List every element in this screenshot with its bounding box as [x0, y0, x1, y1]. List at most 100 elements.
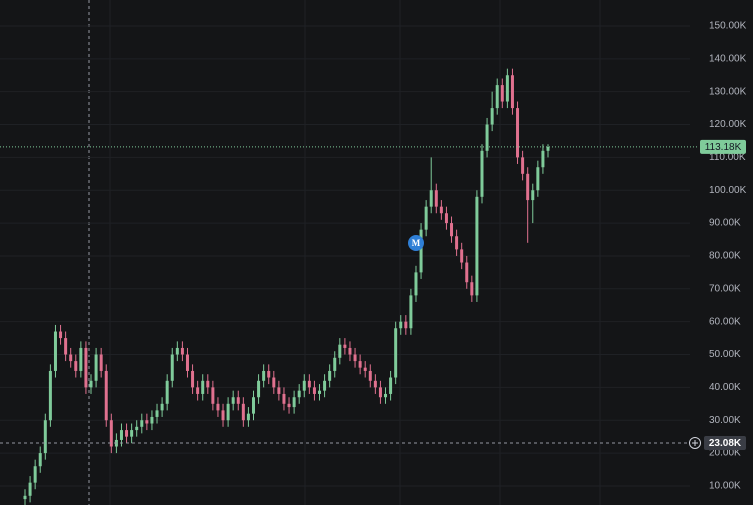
candle-body — [43, 420, 47, 454]
candle-body — [409, 295, 413, 329]
candle-body — [353, 354, 357, 362]
candle-body — [241, 403, 245, 421]
candle-body — [399, 321, 403, 329]
candle-body — [257, 380, 261, 398]
candle-body — [59, 331, 63, 339]
candle-body — [389, 377, 393, 394]
y-tick-label: 110.00K — [709, 152, 746, 163]
candle-body — [516, 108, 520, 158]
plot — [0, 25, 690, 505]
candle-body — [196, 387, 200, 394]
candle-body — [216, 403, 220, 411]
candle-body — [490, 108, 494, 125]
candle-body — [424, 206, 428, 230]
y-tick-label: 40.00K — [709, 382, 741, 393]
candle-body — [119, 430, 123, 440]
candle-body — [460, 249, 464, 263]
candle-body — [170, 354, 174, 381]
candle-body — [246, 413, 250, 421]
candle-body — [455, 236, 459, 250]
candle-body — [500, 85, 504, 102]
candle-body — [48, 370, 52, 421]
candle-body — [373, 380, 377, 388]
candle-body — [348, 347, 352, 355]
y-tick-label: 30.00K — [709, 415, 741, 426]
candle-body — [277, 387, 281, 394]
candle-body — [368, 370, 372, 381]
crosshair-plus — [689, 436, 701, 449]
candle-body — [505, 75, 509, 102]
candle-body — [251, 397, 255, 414]
candle-body — [429, 190, 433, 207]
candle-body — [307, 380, 311, 388]
candle-body — [201, 380, 205, 394]
marker-label[interactable]: M — [412, 238, 421, 248]
y-tick-label: 100.00K — [709, 185, 747, 196]
candle-body — [64, 338, 68, 355]
candle-body — [302, 380, 306, 391]
candle-body — [434, 190, 438, 207]
crosshair-plus-sign — [692, 439, 698, 446]
y-tick-label: 10.00K — [709, 481, 741, 492]
candle-body — [495, 85, 499, 109]
candle-body — [53, 331, 57, 371]
candle-body — [191, 370, 195, 388]
candle-body — [231, 397, 235, 404]
candle-body — [236, 397, 240, 404]
candle-body — [175, 347, 179, 355]
candle-body — [384, 393, 388, 398]
candle-body — [282, 393, 286, 404]
marker-badge[interactable] — [408, 235, 424, 251]
candle-body — [33, 466, 37, 483]
candle-body — [465, 262, 469, 283]
candle-body — [521, 157, 525, 174]
y-tick-label: 70.00K — [709, 283, 741, 294]
candle-body — [510, 75, 514, 109]
crosshair-box — [704, 435, 746, 450]
candle-body — [536, 167, 540, 191]
candle-body — [185, 354, 189, 371]
candle-body — [485, 124, 489, 151]
candle-body — [414, 272, 418, 296]
candle-body — [206, 380, 210, 388]
y-tick-label: 80.00K — [709, 251, 741, 262]
candle-body — [211, 387, 215, 404]
candle-body — [89, 380, 93, 388]
candle-body — [526, 173, 530, 201]
last-price-label: 113.18K — [705, 142, 742, 153]
candle-body — [125, 430, 129, 437]
candle-body — [267, 370, 271, 378]
candle-body — [475, 196, 479, 296]
candle-body — [74, 361, 78, 371]
candle-body — [165, 380, 169, 404]
candle-body — [333, 357, 337, 371]
candle-body — [145, 420, 149, 424]
candle-body — [541, 150, 545, 168]
candle-body — [318, 390, 322, 394]
candle-body — [23, 495, 27, 500]
candle-body — [180, 347, 184, 355]
candle-body — [130, 430, 134, 437]
candle-body — [419, 229, 423, 273]
candle-body — [404, 321, 408, 329]
candle-body — [450, 223, 454, 237]
y-tick-label: 60.00K — [709, 316, 741, 327]
candle-body — [323, 380, 327, 391]
candle-body — [104, 370, 108, 421]
candle-body — [150, 416, 154, 424]
candle-body — [312, 387, 316, 394]
y-tick-label: 150.00K — [709, 21, 747, 32]
candle-body — [444, 213, 448, 224]
candle-body — [226, 403, 230, 421]
candle-body — [470, 282, 474, 296]
y-tick-label: 20.00K — [709, 448, 741, 459]
candle-body — [378, 387, 382, 398]
candle-body — [262, 370, 266, 381]
candle-body — [221, 410, 225, 421]
candle-body — [155, 410, 159, 417]
candle-body — [99, 354, 103, 371]
y-tick-label: 90.00K — [709, 218, 741, 229]
candle-body — [287, 403, 291, 408]
